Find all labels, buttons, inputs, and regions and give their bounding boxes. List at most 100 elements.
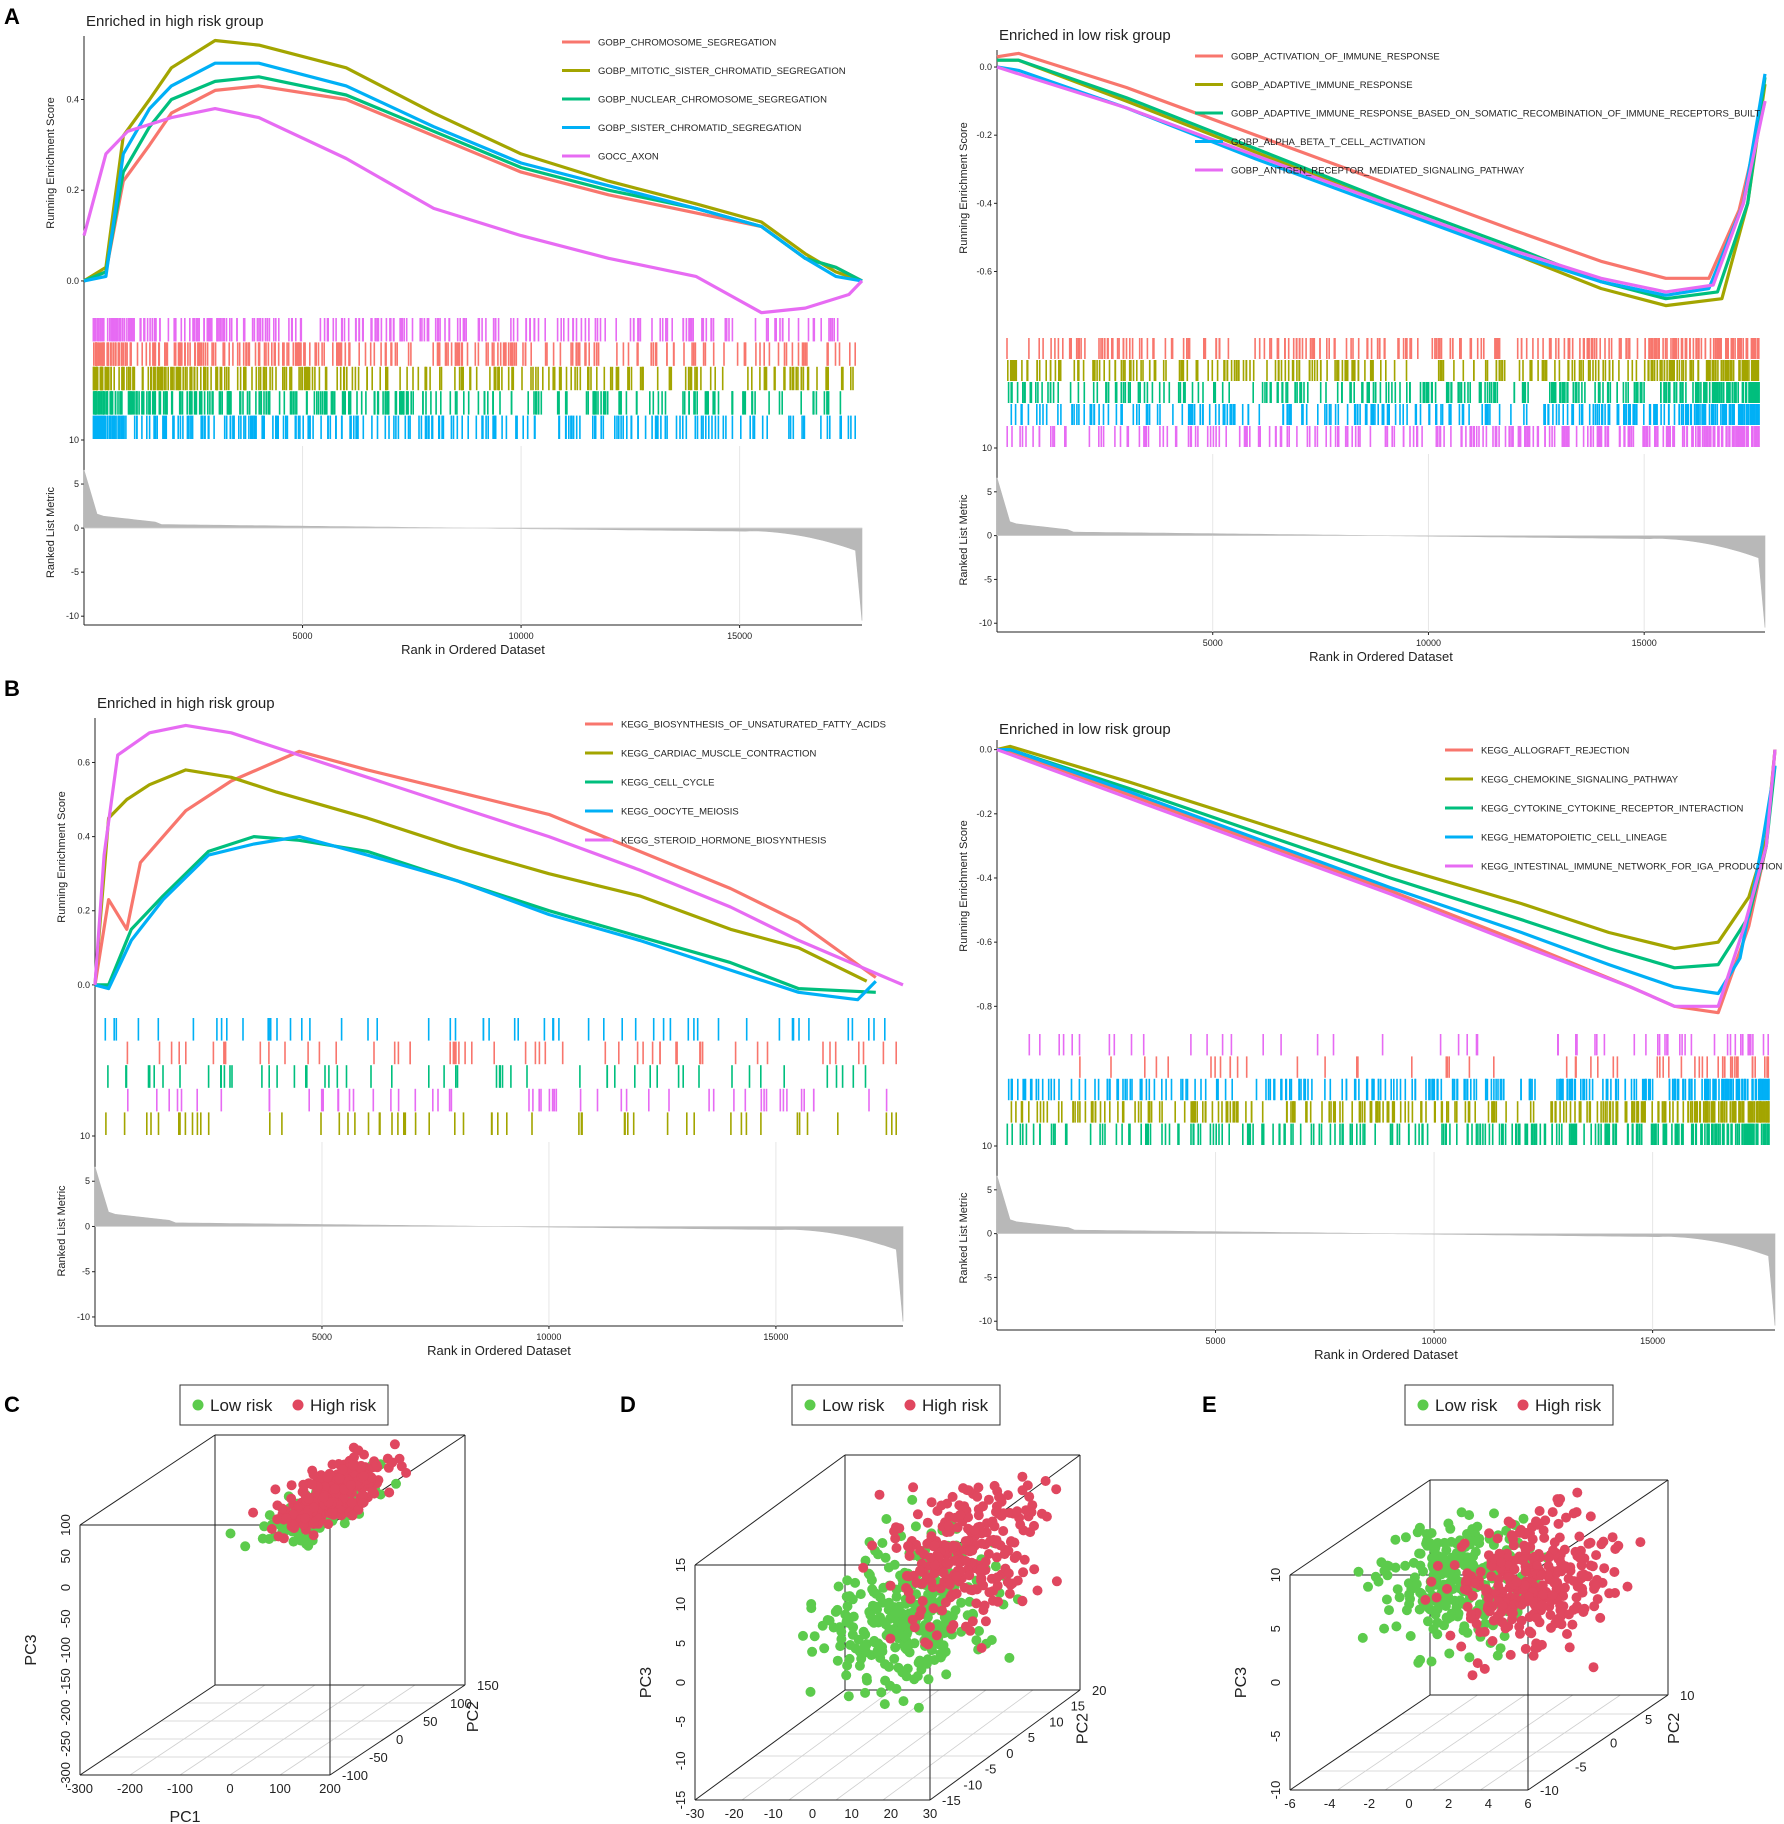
hit-mark bbox=[593, 342, 596, 366]
hit-mark bbox=[1708, 360, 1710, 381]
hit-mark bbox=[1334, 360, 1336, 381]
hit-mark bbox=[1612, 1123, 1614, 1145]
hit-mark bbox=[1449, 404, 1452, 425]
pc3-tick-label: -100 bbox=[58, 1637, 73, 1663]
hit-mark bbox=[1328, 1101, 1330, 1123]
hit-mark bbox=[1328, 404, 1331, 425]
hit-mark bbox=[1742, 426, 1744, 447]
hit-mark bbox=[1625, 1101, 1628, 1123]
scatter-point bbox=[319, 1481, 330, 1492]
hit-mark bbox=[1296, 338, 1298, 359]
hit-mark bbox=[424, 366, 427, 391]
scatter-point bbox=[898, 1696, 909, 1707]
hit-mark bbox=[1531, 1078, 1533, 1101]
hit-mark bbox=[1720, 360, 1723, 381]
hit-mark bbox=[1763, 1101, 1766, 1123]
hit-mark bbox=[599, 318, 602, 342]
hit-mark bbox=[253, 415, 255, 439]
hit-mark bbox=[1704, 338, 1707, 359]
hit-mark bbox=[751, 391, 753, 415]
hit-mark bbox=[1559, 1078, 1562, 1101]
hit-mark bbox=[150, 1112, 152, 1135]
pc3-tick-label: 50 bbox=[58, 1549, 73, 1563]
hit-mark bbox=[731, 415, 734, 439]
hit-mark bbox=[356, 391, 358, 415]
hit-mark bbox=[1177, 382, 1180, 403]
hit-mark bbox=[1635, 404, 1638, 425]
hit-mark bbox=[851, 1018, 854, 1041]
hit-mark bbox=[1757, 338, 1759, 359]
hit-mark bbox=[1192, 1101, 1194, 1123]
hit-mark bbox=[764, 366, 767, 391]
scatter-point bbox=[300, 1513, 311, 1524]
hit-mark bbox=[200, 391, 203, 415]
hit-mark bbox=[1150, 1101, 1153, 1123]
hit-mark bbox=[395, 415, 397, 439]
hit-mark bbox=[1316, 360, 1319, 381]
hit-mark bbox=[320, 415, 322, 439]
hit-mark bbox=[1494, 338, 1496, 359]
hit-mark bbox=[300, 366, 302, 391]
scatter-point bbox=[843, 1618, 854, 1628]
hit-mark bbox=[588, 366, 590, 391]
hit-mark bbox=[1450, 382, 1453, 403]
hit-mark bbox=[578, 1112, 580, 1135]
hit-mark bbox=[414, 1112, 417, 1135]
x-axis-label: Rank in Ordered Dataset bbox=[401, 642, 545, 657]
hit-mark bbox=[440, 391, 442, 415]
hit-mark bbox=[366, 366, 368, 391]
hit-mark bbox=[450, 1088, 453, 1112]
hit-mark bbox=[1414, 1078, 1417, 1101]
hit-mark bbox=[1508, 426, 1510, 447]
hit-mark bbox=[679, 415, 681, 439]
hit-mark bbox=[269, 366, 271, 391]
hit-mark bbox=[1132, 404, 1135, 425]
hit-mark bbox=[1672, 338, 1675, 359]
hit-mark bbox=[1576, 1034, 1578, 1056]
legend-label: KEGG_OOCYTE_MEIOSIS bbox=[621, 807, 739, 818]
hit-mark bbox=[427, 1018, 430, 1041]
hit-mark bbox=[826, 1065, 829, 1088]
hit-mark bbox=[1104, 1123, 1106, 1145]
hit-mark bbox=[1376, 1101, 1378, 1123]
hit-mark bbox=[320, 1112, 322, 1135]
hit-mark bbox=[1632, 426, 1635, 447]
hit-mark bbox=[429, 366, 431, 391]
hit-mark bbox=[162, 391, 165, 415]
hit-mark bbox=[123, 318, 126, 342]
hit-mark bbox=[185, 1041, 187, 1065]
hit-mark bbox=[858, 1041, 860, 1065]
hit-mark bbox=[529, 318, 531, 342]
plot-title: Enriched in high risk group bbox=[86, 13, 264, 30]
hit-mark bbox=[1606, 426, 1608, 447]
hit-mark bbox=[560, 366, 562, 391]
hit-mark bbox=[99, 342, 101, 366]
hit-mark bbox=[826, 391, 828, 415]
hit-mark bbox=[485, 342, 488, 366]
hit-mark bbox=[129, 318, 132, 342]
y-tick-label: 0.4 bbox=[77, 832, 90, 842]
hit-mark bbox=[339, 342, 342, 366]
hit-mark bbox=[148, 1065, 151, 1088]
hit-mark bbox=[289, 366, 291, 391]
hit-mark bbox=[223, 1041, 225, 1065]
scatter-point bbox=[859, 1642, 870, 1653]
hit-mark bbox=[191, 366, 193, 391]
hit-mark bbox=[267, 391, 269, 415]
hit-mark bbox=[1366, 338, 1368, 359]
hit-mark bbox=[1730, 360, 1733, 381]
scatter-point bbox=[309, 1502, 319, 1513]
hit-mark bbox=[524, 1041, 527, 1065]
hit-mark bbox=[265, 391, 267, 415]
hit-mark bbox=[1031, 1078, 1033, 1101]
hit-mark bbox=[1468, 1056, 1471, 1078]
hit-mark bbox=[1600, 404, 1603, 425]
scatter-point bbox=[870, 1601, 881, 1612]
hit-mark bbox=[193, 391, 196, 415]
hit-mark bbox=[1361, 1101, 1364, 1123]
hit-mark bbox=[463, 391, 465, 415]
hit-mark bbox=[1757, 1101, 1759, 1123]
hit-mark bbox=[239, 366, 242, 391]
hit-mark bbox=[1262, 1034, 1264, 1056]
hit-mark bbox=[696, 1018, 699, 1041]
